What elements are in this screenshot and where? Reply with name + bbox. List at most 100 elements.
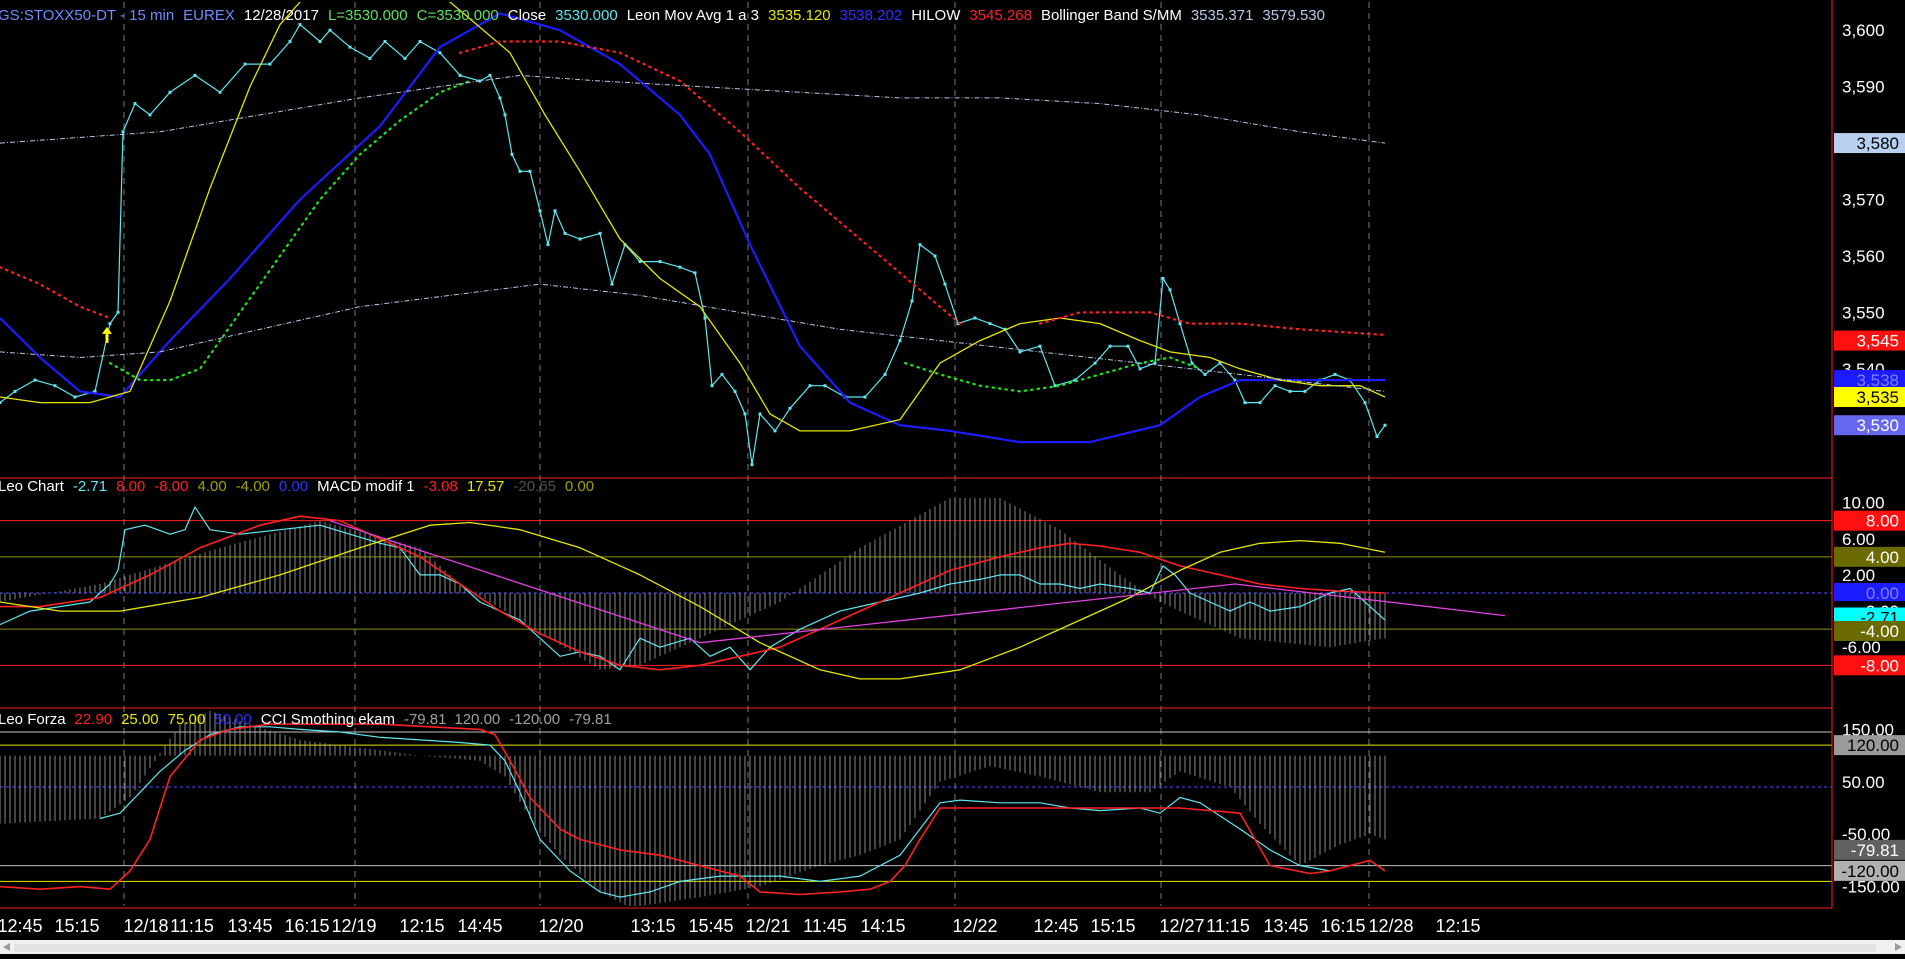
x-tick-label: 15:15 (54, 916, 99, 936)
legend-item: 4.00 (197, 478, 226, 495)
arrow-up-icon (102, 326, 112, 343)
series-close[interactable] (0, 24, 1386, 466)
x-tick-label: 12:15 (1435, 916, 1480, 936)
price-point (910, 299, 914, 303)
price-point (328, 28, 332, 32)
price-point (1108, 344, 1112, 348)
x-tick-label: 11:15 (170, 916, 214, 936)
x-tick-label: 11:15 (1206, 916, 1250, 936)
legend-item: MACD modif 1 (317, 478, 415, 495)
legend-item: 8.00 (116, 478, 145, 495)
scroll-left-icon[interactable] (3, 943, 10, 951)
price-point (720, 372, 724, 376)
leo-forza-legend: Leo Forza 22.90 25.00 75.00 50.00 CCI Smothin… (0, 711, 612, 728)
y-tick-label: 50.00 (1842, 773, 1885, 792)
x-tick-label: 12:45 (0, 916, 43, 936)
price-point (498, 96, 502, 100)
value-badge-label: 120.00 (1847, 736, 1899, 755)
x-tick-label: 13:15 (630, 916, 675, 936)
legend-item: GS:STOXX50-DT - 15 min (0, 7, 174, 24)
y-tick-label: 6.00 (1842, 530, 1875, 549)
price-point (553, 209, 557, 213)
y-tick-label: 3,550 (1842, 303, 1885, 322)
axes-layer (0, 0, 1833, 909)
value-badge-label: -120.00 (1841, 862, 1899, 881)
value-badge (1834, 510, 1905, 531)
x-tick-label: 15:45 (688, 916, 733, 936)
series-leo_cyan[interactable] (0, 506, 1386, 671)
value-badge (1834, 860, 1905, 881)
y-tick-label: 3,570 (1842, 191, 1885, 210)
price-point (298, 23, 302, 27)
plot-area[interactable] (0, 0, 1387, 467)
price-point (1093, 361, 1097, 365)
leo-chart-panel[interactable] (0, 498, 1832, 680)
price-point (610, 282, 614, 286)
price-point (121, 130, 125, 134)
x-tick-label: 13:45 (227, 916, 272, 936)
legend-item: CCI Smothing ekam (261, 711, 395, 728)
price-point (1363, 401, 1367, 405)
plot-area[interactable] (0, 711, 1832, 908)
x-tick-label: 12/28 (1368, 916, 1413, 936)
legend-item: 3530.000 (555, 7, 618, 24)
value-badge-label: 3,580 (1856, 134, 1899, 153)
price-panel[interactable] (0, 0, 1387, 467)
legend-item: Leon Mov Avg 1 a 3 (627, 7, 759, 24)
price-point (458, 73, 462, 77)
series-leo_magenta[interactable] (329, 520, 1506, 644)
price-point (1190, 361, 1194, 365)
value-badge (1834, 839, 1905, 860)
price-point (693, 271, 697, 275)
series-red_hilow_2[interactable] (458, 40, 962, 325)
value-badge-label: 0.00 (1866, 584, 1899, 603)
series-red_hilow_3[interactable] (1038, 311, 1387, 336)
scroll-right-icon[interactable] (1895, 943, 1902, 951)
value-badge-label: 4.00 (1866, 548, 1899, 567)
scrollbar-thumb[interactable] (14, 944, 1876, 952)
series-green_dots_1[interactable] (108, 79, 472, 382)
series-red_hilow_1[interactable] (0, 266, 112, 320)
price-point (1288, 389, 1292, 393)
price-point (1243, 401, 1247, 405)
value-badge (1834, 415, 1905, 436)
axis-badges: 3,6003,5903,5703,5603,5503,5403,5803,545… (1834, 21, 1905, 897)
y-tick-label: -6.00 (1842, 638, 1881, 657)
leo-forza-panel[interactable] (0, 711, 1832, 908)
series-forza_red[interactable] (0, 723, 1386, 896)
price-point (1383, 423, 1387, 427)
price-point (1178, 322, 1182, 326)
price-point (488, 73, 492, 77)
value-badge-label: -8.00 (1860, 656, 1899, 675)
legend-item: -8.00 (154, 478, 188, 495)
price-point (116, 310, 120, 314)
price-point (710, 384, 714, 388)
series-blue_ma[interactable] (0, 12, 1385, 444)
horizontal-scrollbar[interactable] (0, 940, 1905, 954)
value-badge (1834, 735, 1905, 756)
price-point (193, 73, 197, 77)
price-point (13, 389, 17, 393)
legend-item: Bollinger Band S/MM (1041, 7, 1182, 24)
value-badge (1834, 133, 1905, 154)
series-bollinger_lower[interactable] (0, 283, 1386, 392)
series-leo_yellow[interactable] (0, 521, 1386, 680)
legend-item: 120.00 (454, 711, 500, 728)
x-tick-label: 14:45 (457, 916, 502, 936)
series-yellow_ma[interactable] (0, 0, 1386, 432)
legend-item: C=3530.000 (417, 7, 499, 24)
price-point (578, 237, 582, 241)
series-leo_red[interactable] (0, 515, 1386, 671)
price-point (383, 40, 387, 43)
price-panel-legend: GS:STOXX50-DT - 15 min EUREX 12/28/2017 L=3… (0, 7, 1325, 24)
price-point (973, 316, 977, 320)
plot-area[interactable] (0, 498, 1832, 680)
price-point (268, 62, 272, 66)
series-bollinger_upper[interactable] (0, 74, 1386, 144)
price-point (1053, 384, 1057, 388)
series-forza_cyan[interactable] (99, 726, 1386, 898)
price-point (956, 322, 960, 326)
